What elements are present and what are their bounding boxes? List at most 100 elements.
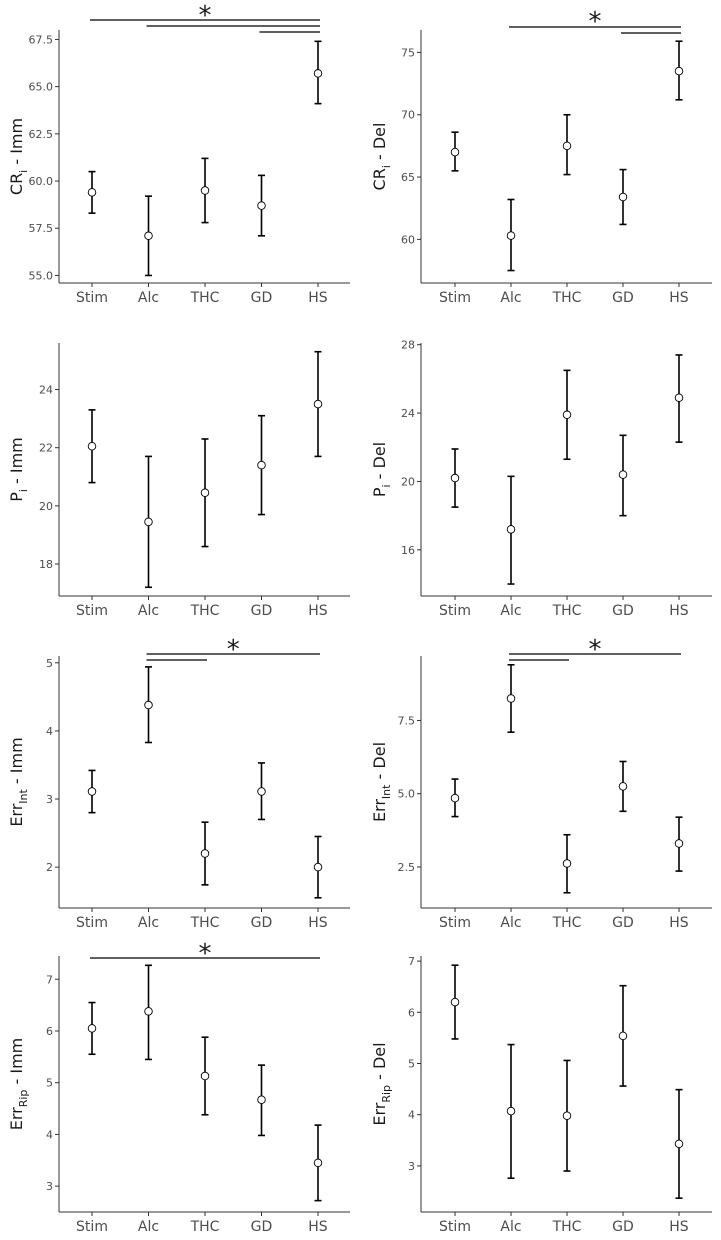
data-point: [562, 1111, 572, 1120]
y-tick-label: 20: [401, 475, 415, 488]
data-point: [674, 393, 684, 402]
y-tick-label: 5: [46, 657, 53, 670]
x-tick-label: Alc: [138, 915, 159, 931]
x-tick-label: HS: [669, 1219, 689, 1235]
chart-panel-2: 60 65 70 75 Stim Alc THC GD HS CRi - Del *: [370, 7, 712, 306]
data-point: [506, 525, 516, 534]
y-tick-label: 16: [401, 544, 415, 557]
y-axis-title: Pi - Imm: [7, 437, 30, 502]
data-point: [313, 399, 323, 409]
data-point: [674, 1139, 684, 1149]
y-tick-label: 75: [401, 46, 415, 59]
x-tick-label: THC: [552, 603, 582, 619]
data-point: [450, 147, 460, 157]
y-tick-label: 4: [46, 725, 53, 738]
x-tick-label: Alc: [500, 290, 521, 306]
data-point: [87, 441, 97, 451]
data-point: [506, 694, 516, 703]
data-point: [313, 69, 323, 78]
y-tick-label: 6: [408, 1006, 415, 1019]
significance-star: *: [199, 1, 212, 31]
x-tick-label: HS: [308, 603, 328, 619]
y-tick-label: 4: [46, 1128, 53, 1141]
y-tick-label: 4: [408, 1109, 415, 1122]
data-point: [144, 517, 153, 527]
y-axis-title: ErrInt - Del: [370, 742, 393, 822]
data-point: [200, 1071, 210, 1081]
data-point: [562, 141, 572, 151]
chart-panel-6: 2.5 5.0 7.5 Stim Alc THC GD HS ErrInt - Del *: [370, 635, 712, 931]
data-point: [257, 460, 266, 470]
y-tick-label: 62.5: [29, 128, 54, 141]
x-tick-label: Stim: [76, 915, 108, 931]
data-point: [450, 473, 460, 483]
y-axis-title: ErrRip - Del: [370, 1042, 393, 1125]
y-tick-label: 2.5: [398, 861, 416, 874]
x-tick-label: GD: [612, 290, 634, 306]
x-tick-label: GD: [251, 603, 273, 619]
x-tick-label: THC: [552, 290, 582, 306]
x-tick-label: GD: [612, 915, 634, 931]
data-point: [200, 849, 210, 858]
y-tick-label: 65.0: [29, 81, 54, 94]
chart-panel-5: 2 3 4 5 Stim Alc THC GD HS ErrInt - Imm *: [7, 635, 350, 931]
x-tick-label: Stim: [439, 1219, 471, 1235]
y-tick-label: 20: [39, 500, 53, 513]
chart-panel-8: 3 4 5 6 7 Stim Alc THC GD HS ErrRip - Del: [370, 955, 712, 1235]
data-point: [87, 1024, 97, 1033]
x-tick-label: GD: [251, 915, 273, 931]
y-tick-label: 3: [46, 793, 53, 806]
x-tick-label: Alc: [138, 290, 159, 306]
x-tick-label: THC: [552, 915, 582, 931]
y-tick-label: 67.5: [29, 33, 54, 46]
significance-star: *: [589, 635, 602, 665]
y-tick-label: 70: [401, 109, 415, 122]
data-point: [144, 1007, 153, 1016]
data-point: [618, 192, 628, 202]
y-axis-title: ErrInt - Imm: [7, 737, 30, 826]
y-tick-label: 60: [401, 233, 415, 246]
x-tick-label: HS: [308, 915, 328, 931]
y-tick-label: 22: [39, 442, 53, 455]
y-tick-label: 28: [401, 339, 415, 352]
data-point: [562, 859, 572, 868]
y-tick-label: 2: [46, 861, 53, 874]
y-tick-label: 65: [401, 171, 415, 184]
chart-panel-3: 18 20 22 24 Stim Alc THC GD HS Pi - Imm: [7, 343, 350, 619]
x-tick-label: Alc: [138, 1219, 159, 1235]
significance-star: *: [199, 939, 212, 969]
data-point: [257, 787, 266, 796]
data-point: [450, 997, 460, 1007]
y-axis-title: CRi - Imm: [7, 118, 30, 195]
y-tick-label: 5: [46, 1077, 53, 1090]
x-tick-label: THC: [190, 1219, 220, 1235]
data-point: [506, 1106, 516, 1116]
x-tick-label: Alc: [500, 915, 521, 931]
data-point: [562, 410, 572, 420]
significance-star: *: [589, 7, 602, 37]
y-axis-title: Pi - Del: [370, 442, 393, 497]
significance-star: *: [227, 635, 240, 665]
x-tick-label: GD: [612, 603, 634, 619]
x-tick-label: Alc: [500, 1219, 521, 1235]
data-point: [506, 231, 516, 240]
x-tick-label: Stim: [439, 603, 471, 619]
x-tick-label: THC: [190, 290, 220, 306]
x-tick-label: GD: [612, 1219, 634, 1235]
data-point: [200, 488, 210, 498]
x-tick-label: Stim: [76, 1219, 108, 1235]
data-point: [144, 231, 153, 241]
y-tick-label: 57.5: [29, 222, 54, 235]
x-tick-label: GD: [251, 290, 273, 306]
y-tick-label: 18: [39, 558, 53, 571]
data-point: [450, 793, 460, 803]
y-tick-label: 55.0: [29, 269, 54, 282]
chart-panel-1: 55.0 57.5 60.0 62.5 65.0 67.5 Stim Alc THC GD HS CR…: [7, 1, 350, 306]
x-tick-label: HS: [669, 603, 689, 619]
data-point: [87, 787, 97, 796]
data-point: [144, 700, 153, 710]
y-axis-title: CRi - Del: [370, 123, 393, 191]
chart-panel-7: 3 4 5 6 7 Stim Alc THC GD HS ErrRip - Imm *: [7, 939, 350, 1235]
data-point: [257, 1095, 266, 1105]
